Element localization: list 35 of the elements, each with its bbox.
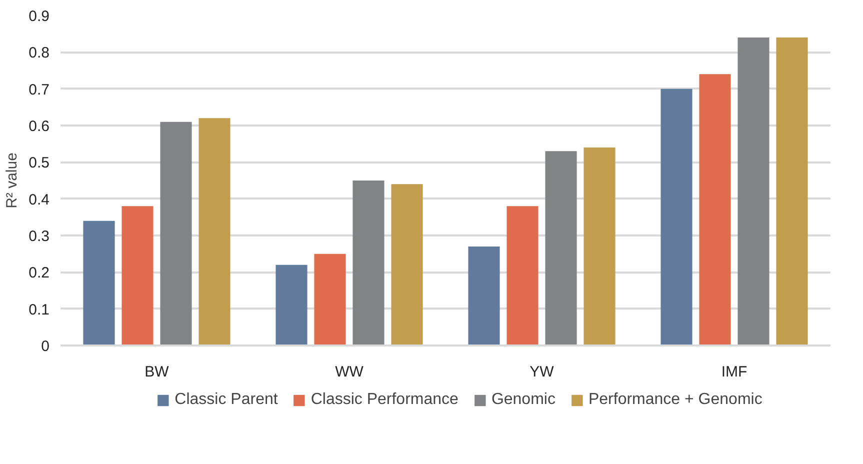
y-axis-title: R² value	[4, 152, 21, 208]
x-tick-label: BW	[144, 364, 170, 380]
y-tick-label: 0.5	[28, 154, 50, 172]
bar	[83, 220, 115, 346]
bar	[276, 264, 308, 346]
bar	[160, 122, 192, 346]
legend-label: Classic Parent	[174, 391, 278, 409]
legend-label: Genomic	[491, 391, 556, 409]
y-tick-label: 0.9	[28, 8, 50, 25]
bar	[122, 206, 154, 346]
y-tick-label: 0.1	[28, 301, 50, 318]
bar	[584, 148, 616, 346]
bar	[468, 246, 500, 346]
y-tick-label: 0.8	[28, 44, 50, 62]
y-tick-label: 0.3	[28, 228, 50, 245]
bar	[545, 151, 577, 346]
bar	[352, 180, 384, 346]
bar	[738, 38, 770, 346]
x-tick-label: YW	[530, 364, 555, 380]
bar	[198, 118, 230, 346]
x-tick-label: IMF	[721, 364, 748, 380]
bar	[776, 38, 808, 346]
bar	[314, 254, 346, 346]
y-tick-label: 0	[41, 338, 50, 355]
bar	[660, 88, 692, 346]
bar	[506, 206, 538, 346]
bar	[699, 74, 731, 346]
legend-label: Classic Performance	[310, 391, 458, 409]
x-tick-label: WW	[335, 364, 364, 380]
y-tick-label: 0.2	[28, 264, 50, 282]
y-tick-label: 0.7	[28, 81, 50, 98]
bar	[391, 184, 423, 346]
y-tick-label: 0.6	[28, 118, 50, 135]
legend-label: Performance + Genomic	[588, 391, 762, 409]
y-tick-label: 0.4	[28, 191, 50, 208]
